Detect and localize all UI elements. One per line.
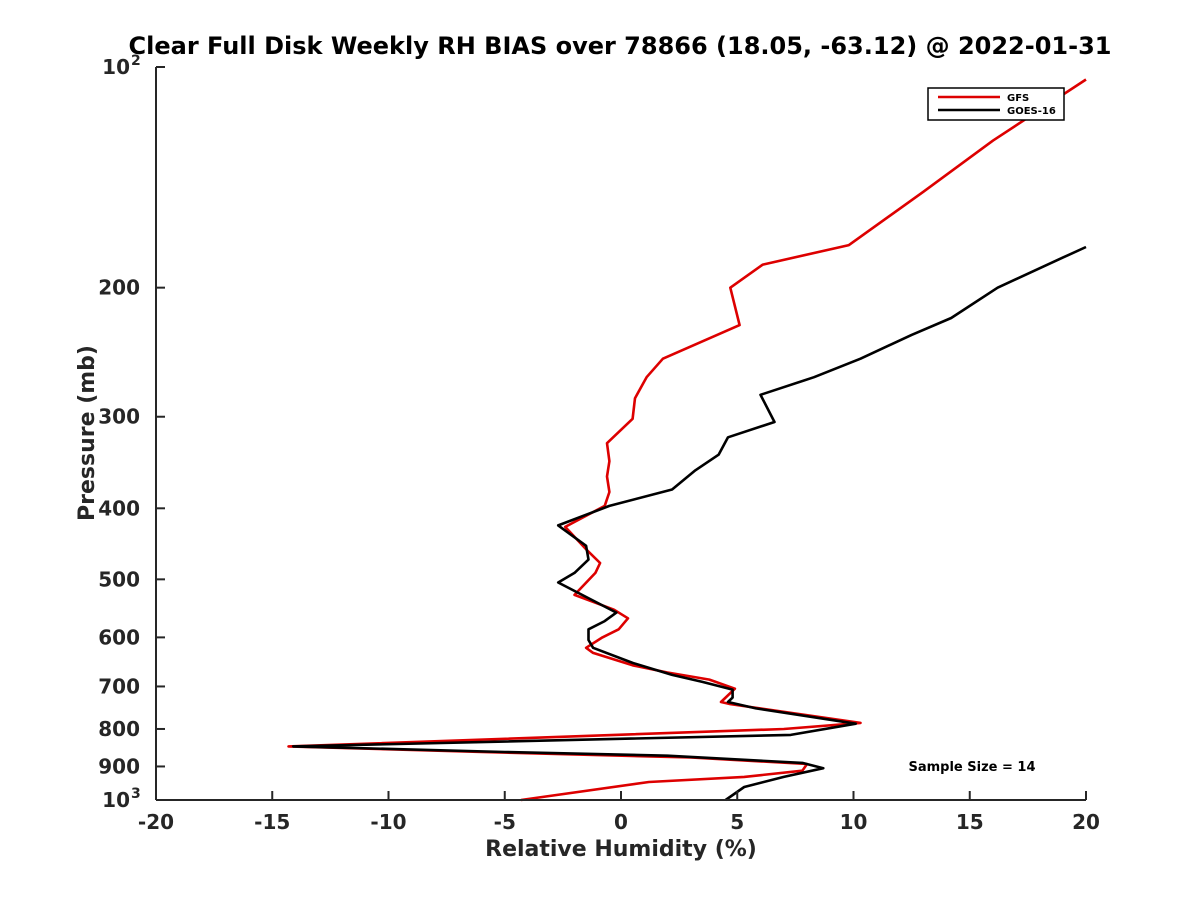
chart-title: Clear Full Disk Weekly RH BIAS over 7886… [129, 32, 1112, 60]
series-line-goes-16 [291, 245, 1087, 802]
y-tick-label: 700 [98, 674, 140, 698]
x-tick-label: 10 [840, 810, 868, 834]
legend: GFS GOES-16 [927, 87, 1065, 121]
x-tick-label: 0 [614, 810, 628, 834]
y-tick-exponent: 3 [131, 786, 141, 802]
series-line-gfs [287, 78, 1087, 802]
x-axis-title: Relative Humidity (%) [485, 837, 757, 862]
y-tick-label: 500 [98, 567, 140, 591]
legend-label-goes-16: GOES-16 [1007, 106, 1056, 117]
y-tick-label: 10 [102, 55, 130, 79]
x-tick-label: -5 [494, 810, 516, 834]
x-tick-label: 15 [956, 810, 984, 834]
legend-label-gfs: GFS [1007, 93, 1029, 104]
plot-area [156, 67, 1086, 800]
y-tick-label: 800 [98, 717, 140, 741]
y-tick-label: 300 [98, 405, 140, 429]
y-tick-exponent: 2 [131, 53, 141, 69]
legend-box [927, 87, 1065, 121]
x-axis-ticks: -20 -15 -10 -5 0 5 10 15 20 [138, 791, 1100, 834]
y-tick-label: 10 [102, 788, 130, 812]
y-tick-label: 400 [98, 496, 140, 520]
y-tick-label: 200 [98, 276, 140, 300]
y-tick-label: 600 [98, 625, 140, 649]
x-tick-label: 20 [1072, 810, 1100, 834]
sample-size-annotation: Sample Size = 14 [908, 760, 1035, 775]
y-axis-title: Pressure (mb) [75, 345, 100, 521]
series-layer [287, 78, 1087, 802]
x-tick-label: -15 [254, 810, 290, 834]
x-tick-label: 5 [730, 810, 744, 834]
y-tick-label: 900 [98, 754, 140, 778]
x-tick-label: -20 [138, 810, 174, 834]
x-tick-label: -10 [370, 810, 406, 834]
